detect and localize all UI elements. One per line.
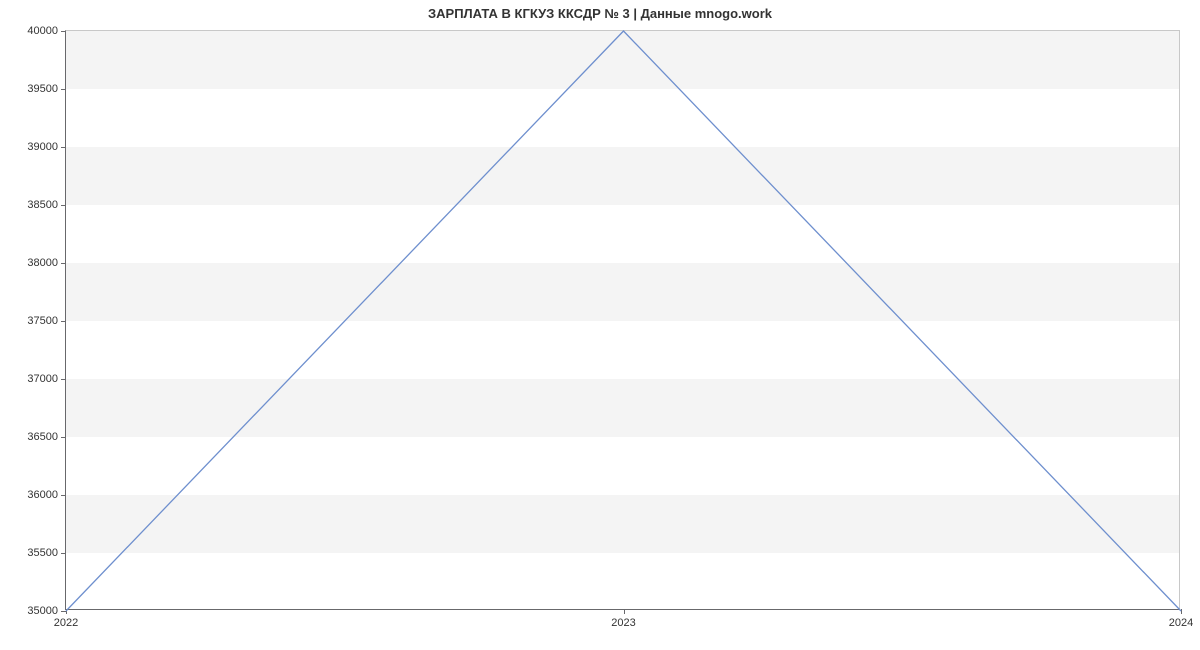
y-tick-label: 35500 [27, 547, 58, 559]
x-tick-label: 2022 [54, 617, 78, 629]
salary-line-chart: ЗАРПЛАТА В КГКУЗ ККСДР № 3 | Данные mnog… [0, 0, 1200, 650]
y-tick-label: 39000 [27, 141, 58, 153]
y-tick-label: 36500 [27, 431, 58, 443]
y-tick-label: 35000 [27, 605, 58, 617]
y-tick-label: 37500 [27, 315, 58, 327]
y-tick-label: 40000 [27, 25, 58, 37]
series-layer [66, 31, 1181, 611]
plot-area: 3500035500360003650037000375003800038500… [65, 30, 1180, 610]
y-tick-label: 37000 [27, 373, 58, 385]
x-tick-label: 2023 [611, 617, 635, 629]
y-tick-label: 38000 [27, 257, 58, 269]
y-tick-label: 36000 [27, 489, 58, 501]
x-tick-mark [1181, 609, 1182, 614]
y-tick-label: 38500 [27, 199, 58, 211]
chart-title: ЗАРПЛАТА В КГКУЗ ККСДР № 3 | Данные mnog… [0, 6, 1200, 21]
x-tick-label: 2024 [1169, 617, 1193, 629]
series-salary [66, 31, 1181, 611]
y-tick-label: 39500 [27, 83, 58, 95]
